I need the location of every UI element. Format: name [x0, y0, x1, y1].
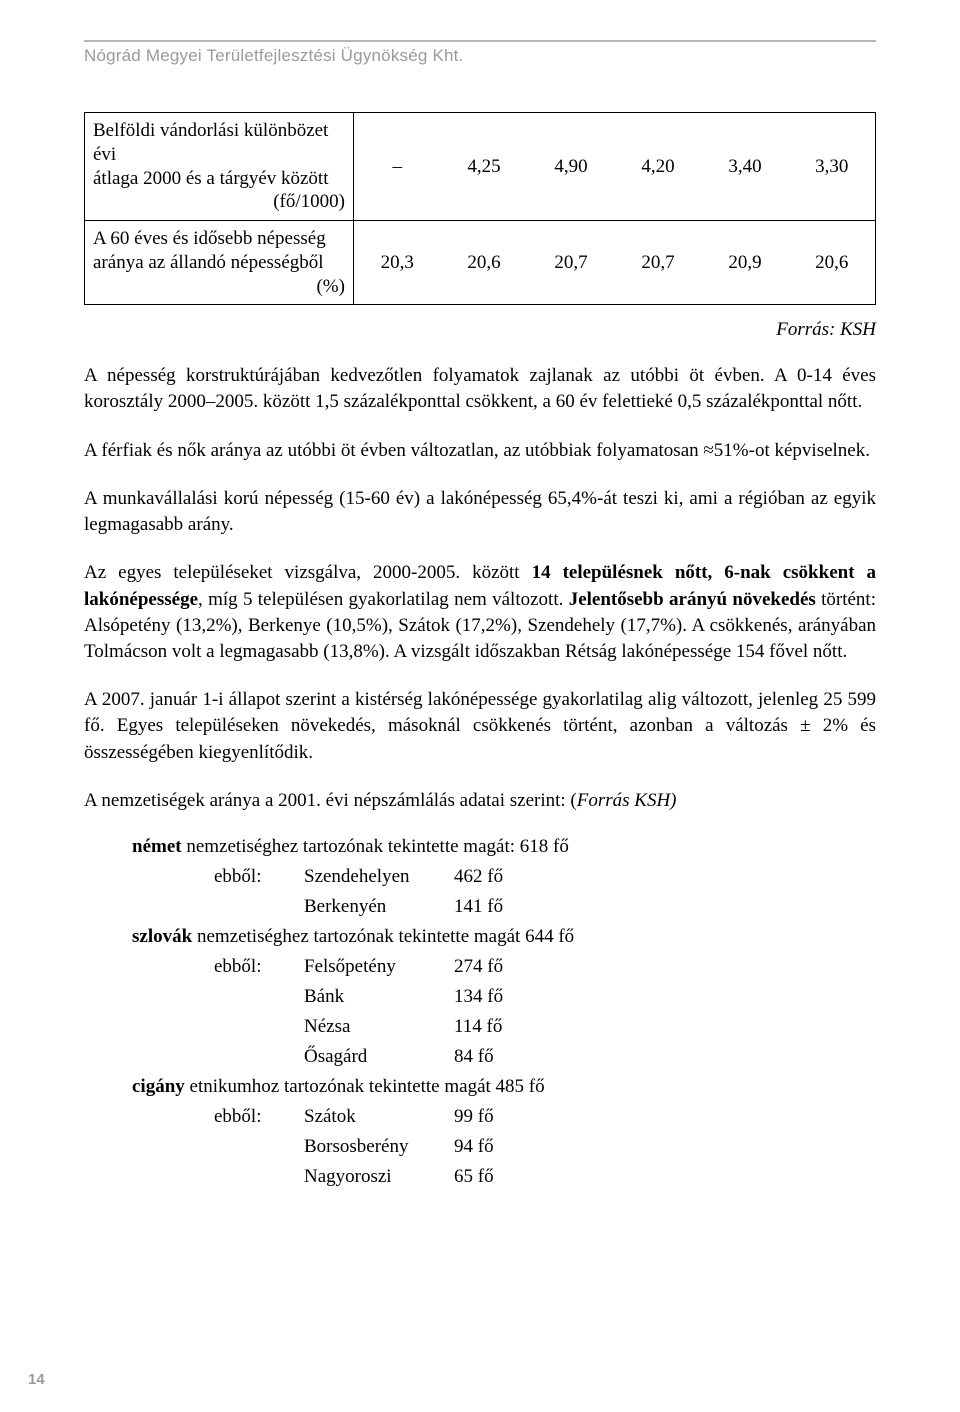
para-1: A népesség korstruktúrájában kedvezőtlen…	[84, 363, 876, 415]
cell: 3,40	[701, 113, 788, 221]
source: Forrás: KSH	[84, 319, 876, 341]
place: Szendehelyen	[304, 866, 454, 888]
prefix-empty	[214, 1046, 304, 1068]
prefix-empty	[214, 986, 304, 1008]
ethno-3-name: cigány	[132, 1076, 185, 1097]
ethno-1-name: német	[132, 836, 182, 857]
header-rule	[84, 40, 876, 42]
row2-label: A 60 éves és idősebb népesség aránya az …	[85, 221, 354, 305]
place: Nagyoroszi	[304, 1166, 454, 1188]
row1-label: Belföldi vándorlási különbözet évi átlag…	[85, 113, 354, 221]
count: 94 fő	[454, 1136, 534, 1158]
data-table: Belföldi vándorlási különbözet évi átlag…	[84, 112, 876, 305]
prefix-empty	[214, 896, 304, 918]
para-4: Az egyes településeket vizsgálva, 2000-2…	[84, 560, 876, 665]
cell: 3,30	[788, 113, 875, 221]
prefix-empty	[214, 1166, 304, 1188]
p6a: A nemzetiségek aránya a 2001. évi népszá…	[84, 790, 577, 811]
ethno-2-breakdown: ebből: Felsőpetény 274 fő Bánk 134 fő Né…	[214, 956, 876, 1068]
row1-line1: Belföldi vándorlási különbözet évi	[93, 120, 328, 165]
prefix: ebből:	[214, 956, 304, 978]
row1-line2: átlaga 2000 és a tárgyév között	[93, 168, 329, 189]
cell: 4,90	[527, 113, 614, 221]
p4d: Jelentősebb arányú növekedés	[569, 589, 816, 610]
count: 274 fő	[454, 956, 534, 978]
ethno-1-line: német nemzetiséghez tartozónak tekintett…	[132, 836, 876, 858]
place: Nézsa	[304, 1016, 454, 1038]
prefix: ebből:	[214, 1106, 304, 1128]
place: Bánk	[304, 986, 454, 1008]
body-text: A népesség korstruktúrájában kedvezőtlen…	[84, 363, 876, 814]
row2-line2: aránya az állandó népességből	[93, 252, 324, 273]
table-row: Belföldi vándorlási különbözet évi átlag…	[85, 113, 876, 221]
row2-line1: A 60 éves és idősebb népesség	[93, 228, 326, 249]
list-item: Nézsa 114 fő	[214, 1016, 876, 1038]
count: 134 fő	[454, 986, 534, 1008]
row2-suffix: (%)	[316, 275, 344, 299]
list-item: ebből: Szátok 99 fő	[214, 1106, 876, 1128]
place: Szátok	[304, 1106, 454, 1128]
count: 114 fő	[454, 1016, 534, 1038]
para-6: A nemzetiségek aránya a 2001. évi népszá…	[84, 788, 876, 814]
para-2: A férfiak és nők aránya az utóbbi öt évb…	[84, 438, 876, 464]
ethno-3-breakdown: ebből: Szátok 99 fő Borsosberény 94 fő N…	[214, 1106, 876, 1188]
p4a: Az egyes településeket vizsgálva, 2000-2…	[84, 562, 532, 583]
cell: 20,6	[788, 221, 875, 305]
prefix: ebből:	[214, 866, 304, 888]
count: 462 fő	[454, 866, 534, 888]
list-item: Berkenyén 141 fő	[214, 896, 876, 918]
list-item: ebből: Szendehelyen 462 fő	[214, 866, 876, 888]
list-item: Bánk 134 fő	[214, 986, 876, 1008]
table-row: A 60 éves és idősebb népesség aránya az …	[85, 221, 876, 305]
para-3: A munkavállalási korú népesség (15-60 év…	[84, 486, 876, 538]
running-header: Nógrád Megyei Területfejlesztési Ügynöks…	[84, 46, 876, 66]
cell: 20,6	[440, 221, 527, 305]
cell: 20,3	[353, 221, 440, 305]
ethno-3-line: cigány etnikumhoz tartozónak tekintette …	[132, 1076, 876, 1098]
list-item: Ősagárd 84 fő	[214, 1046, 876, 1068]
para-5: A 2007. január 1-i állapot szerint a kis…	[84, 687, 876, 766]
list-item: Nagyoroszi 65 fő	[214, 1166, 876, 1188]
ethno-2-name: szlovák	[132, 926, 192, 947]
list-item: ebből: Felsőpetény 274 fő	[214, 956, 876, 978]
cell: 20,7	[614, 221, 701, 305]
list-item: Borsosberény 94 fő	[214, 1136, 876, 1158]
prefix-empty	[214, 1136, 304, 1158]
ethno-3-rest: etnikumhoz tartozónak tekintette magát 4…	[185, 1076, 545, 1097]
cell: 4,25	[440, 113, 527, 221]
count: 84 fő	[454, 1046, 534, 1068]
count: 99 fő	[454, 1106, 534, 1128]
cell: –	[353, 113, 440, 221]
ethno-2-line: szlovák nemzetiséghez tartozónak tekinte…	[132, 926, 876, 948]
ethno-2-rest: nemzetiséghez tartozónak tekintette magá…	[192, 926, 574, 947]
page-number: 14	[28, 1371, 45, 1388]
page: Nógrád Megyei Területfejlesztési Ügynöks…	[0, 0, 960, 1412]
cell: 4,20	[614, 113, 701, 221]
p6b: Forrás KSH)	[577, 790, 677, 811]
count: 65 fő	[454, 1166, 534, 1188]
row1-suffix: (fő/1000)	[273, 190, 345, 214]
ethno-1-rest: nemzetiséghez tartozónak tekintette magá…	[182, 836, 569, 857]
p4c: , míg 5 településen gyakorlatilag nem vá…	[198, 589, 569, 610]
count: 141 fő	[454, 896, 534, 918]
place: Felsőpetény	[304, 956, 454, 978]
cell: 20,7	[527, 221, 614, 305]
place: Ősagárd	[304, 1046, 454, 1068]
cell: 20,9	[701, 221, 788, 305]
place: Borsosberény	[304, 1136, 454, 1158]
prefix-empty	[214, 1016, 304, 1038]
ethno-1-breakdown: ebből: Szendehelyen 462 fő Berkenyén 141…	[214, 866, 876, 918]
place: Berkenyén	[304, 896, 454, 918]
